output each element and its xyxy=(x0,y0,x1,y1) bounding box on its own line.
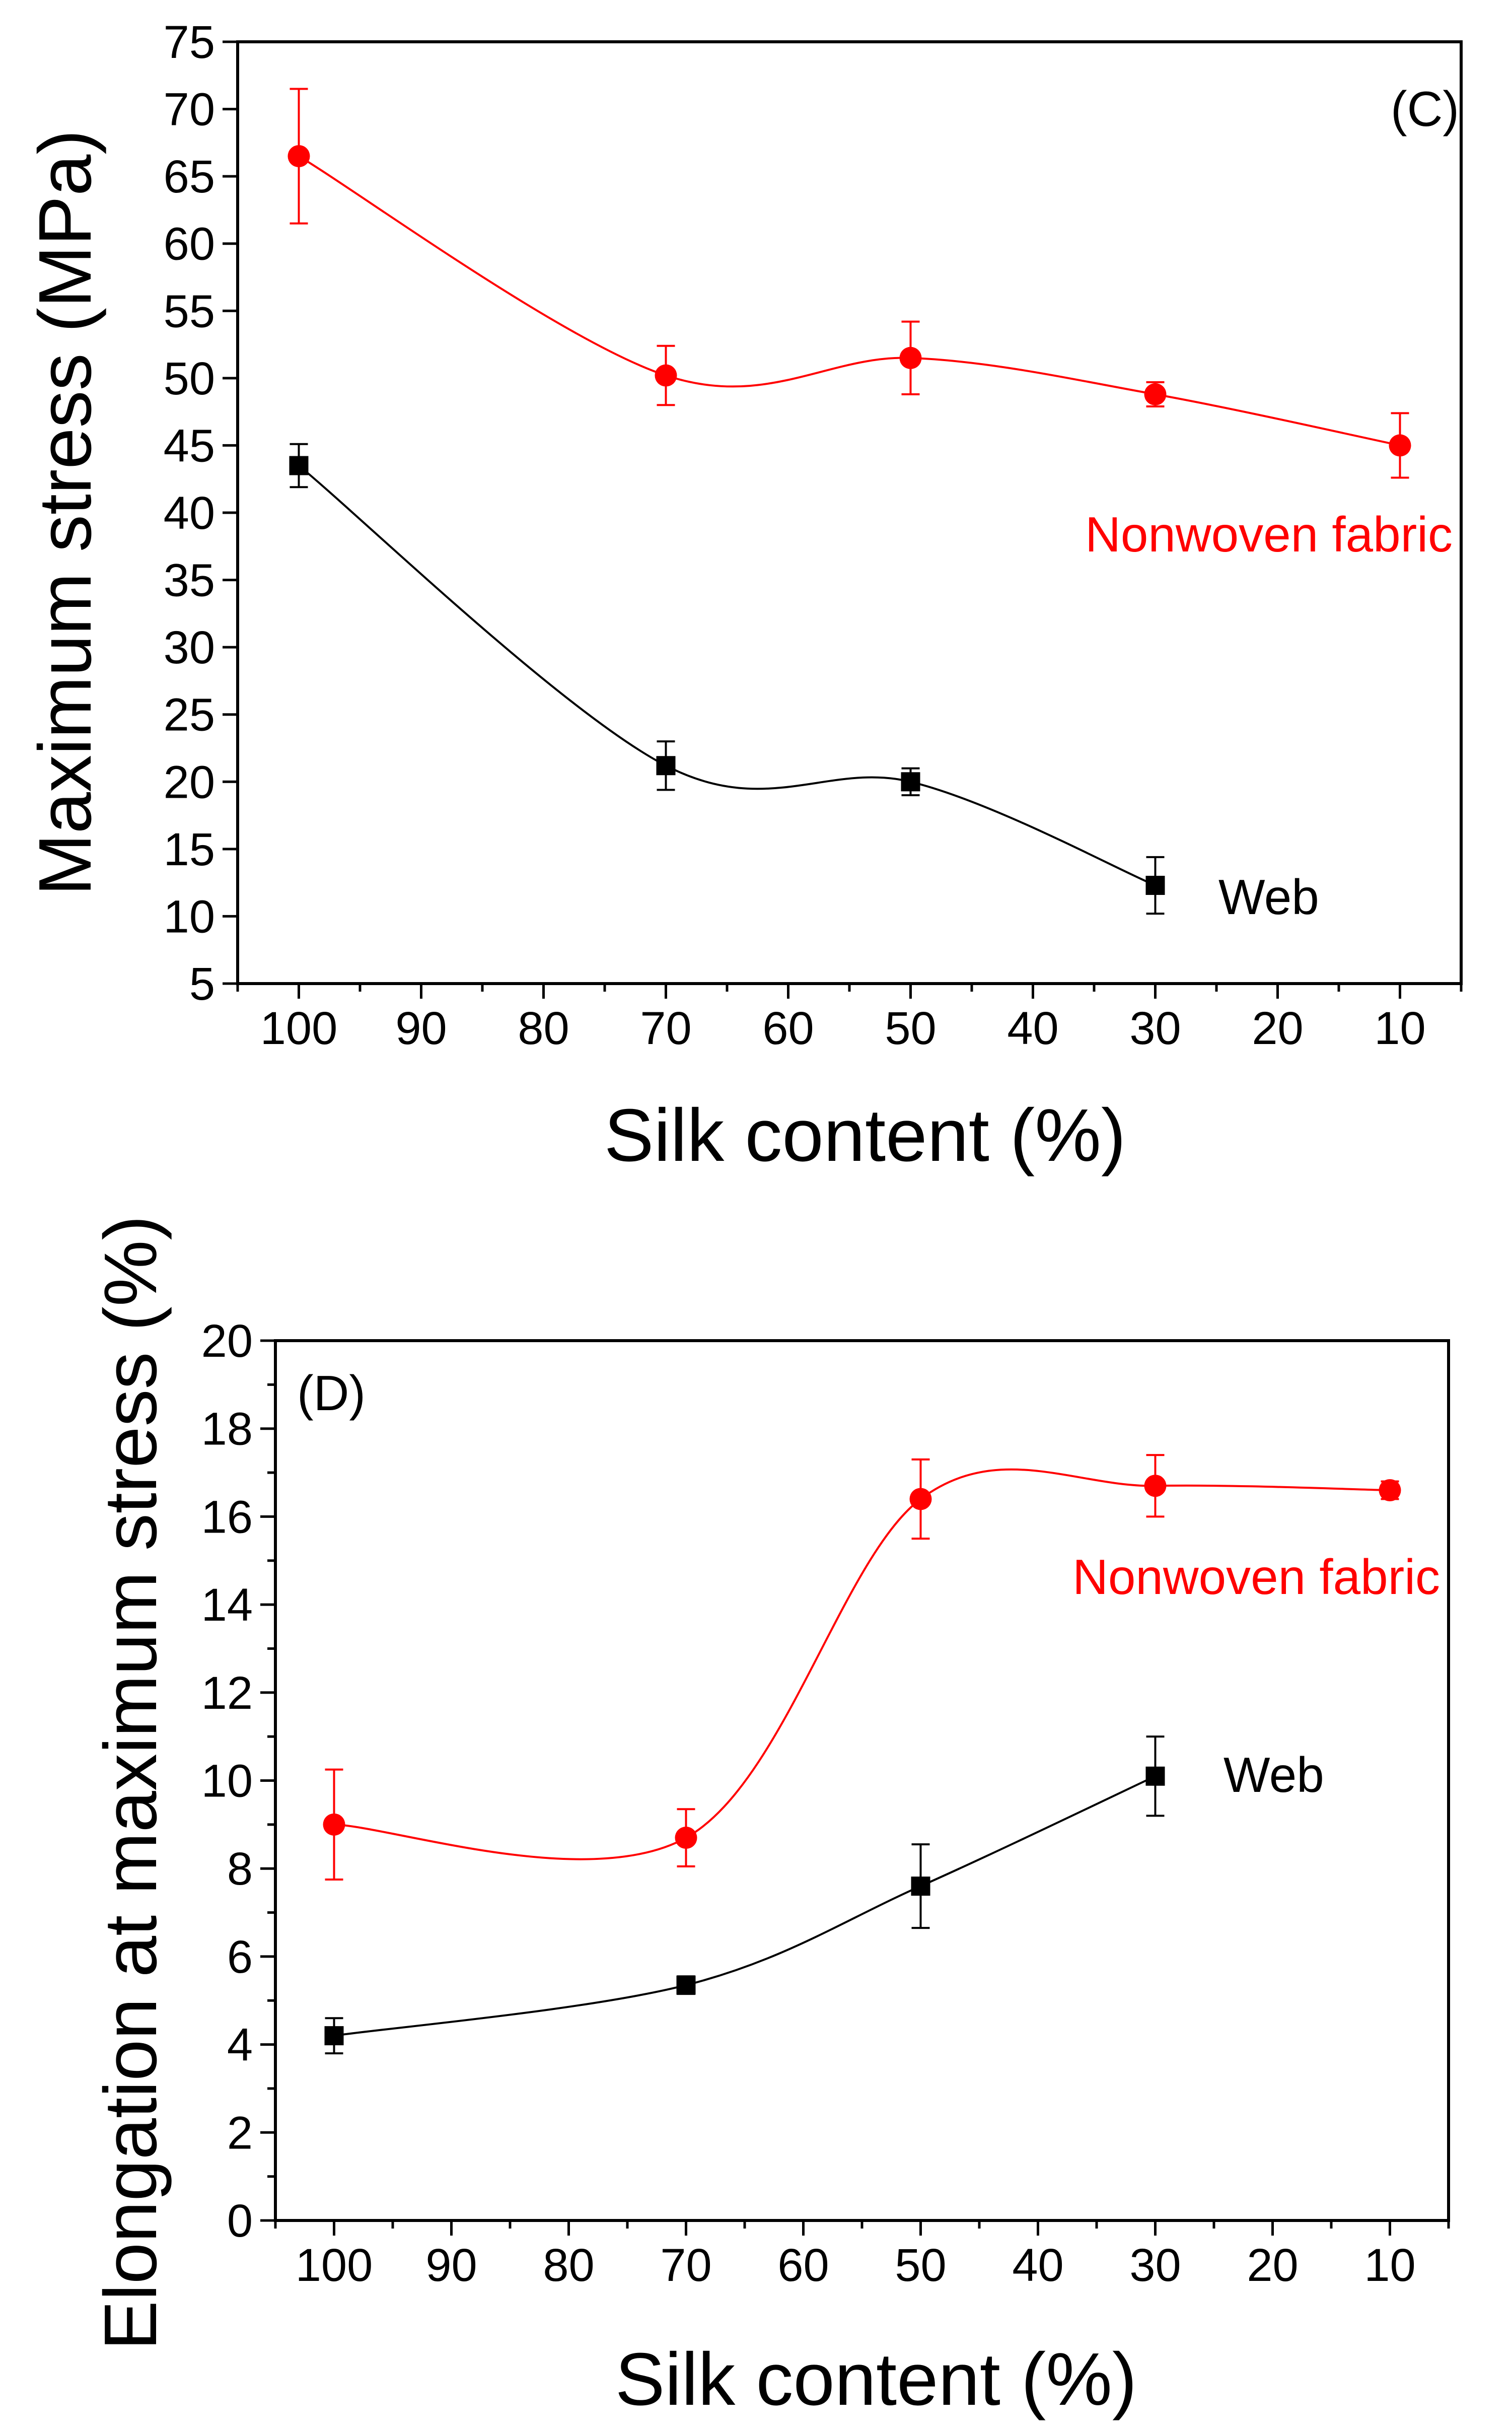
y-tick-label: 10 xyxy=(201,1756,253,1807)
y-tick-label: 20 xyxy=(201,1315,253,1367)
series-curve xyxy=(298,155,1400,447)
x-tick-label: 10 xyxy=(1374,1003,1425,1054)
data-point xyxy=(323,1813,345,1836)
y-tick-label: 2 xyxy=(227,2107,253,2159)
series-curve xyxy=(334,1468,1390,1860)
data-point xyxy=(909,1488,932,1510)
data-point xyxy=(901,772,920,792)
series-label-nonwoven: Nonwoven fabric xyxy=(1085,507,1453,562)
y-axis-title: Elongation at maximum stress (%) xyxy=(89,1215,172,2350)
data-point xyxy=(287,145,310,168)
x-tick-label: 60 xyxy=(762,1003,814,1054)
x-tick-label: 30 xyxy=(1129,2240,1181,2291)
x-axis-title: Silk content (%) xyxy=(615,2338,1137,2421)
x-tick-label: 90 xyxy=(425,2240,477,2291)
x-tick-label: 60 xyxy=(777,2240,829,2291)
x-axis-ticks xyxy=(274,2220,1450,2236)
y-tick-label: 40 xyxy=(164,488,215,539)
fit-curves xyxy=(334,1468,1390,2037)
data-point xyxy=(1144,383,1167,405)
data-markers xyxy=(287,145,1411,895)
y-tick-label: 35 xyxy=(164,555,215,606)
y-axis-ticks xyxy=(223,40,238,985)
x-tick-label: 70 xyxy=(640,1003,691,1054)
x-tick-label: 10 xyxy=(1364,2240,1415,2291)
x-tick-label: 20 xyxy=(1247,2240,1298,2291)
series-curve xyxy=(334,1775,1156,2037)
y-axis-tick-labels: 5 10 15 20 25 30 35 40 45 50 55 60 65 70 75 xyxy=(164,17,215,1010)
data-point xyxy=(911,1877,930,1896)
y-tick-label: 20 xyxy=(164,756,215,808)
panel-c-maximum-stress: 5 10 15 20 25 30 35 40 45 50 55 60 65 70 75 100 90 80 70 6… xyxy=(24,17,1463,1177)
x-tick-label: 100 xyxy=(296,2240,373,2291)
error-bars xyxy=(290,88,1409,915)
y-tick-label: 75 xyxy=(164,17,215,68)
y-tick-label: 18 xyxy=(201,1404,253,1455)
y-tick-label: 55 xyxy=(164,286,215,337)
y-tick-label: 12 xyxy=(201,1667,253,1719)
x-tick-label: 70 xyxy=(660,2240,711,2291)
panel-label: (D) xyxy=(297,1365,366,1421)
x-axis-tick-labels: 100 90 80 70 60 50 40 30 20 10 xyxy=(296,2240,1416,2291)
x-tick-label: 80 xyxy=(518,1003,569,1054)
y-tick-label: 8 xyxy=(227,1843,253,1895)
data-point xyxy=(324,2026,344,2046)
data-point xyxy=(675,1827,697,1849)
y-tick-label: 15 xyxy=(164,824,215,875)
panel-label: (C) xyxy=(1391,81,1459,136)
y-tick-label: 16 xyxy=(201,1491,253,1543)
error-bars xyxy=(325,1454,1399,2055)
data-point xyxy=(676,1975,696,1995)
data-point xyxy=(1145,875,1165,895)
data-point xyxy=(656,756,676,776)
y-tick-label: 5 xyxy=(189,958,215,1010)
y-tick-label: 50 xyxy=(164,353,215,404)
y-axis-ticks xyxy=(260,1339,275,2222)
data-markers xyxy=(323,1475,1401,2046)
y-tick-label: 70 xyxy=(164,84,215,135)
y-tick-label: 65 xyxy=(164,151,215,202)
series-label-nonwoven: Nonwoven fabric xyxy=(1072,1549,1440,1605)
x-tick-label: 100 xyxy=(260,1003,338,1054)
y-tick-label: 0 xyxy=(227,2195,253,2247)
fit-curves xyxy=(298,155,1400,886)
x-tick-label: 80 xyxy=(543,2240,594,2291)
x-axis-ticks xyxy=(236,984,1463,999)
series-label-web: Web xyxy=(1218,869,1319,925)
x-tick-label: 50 xyxy=(895,2240,946,2291)
y-tick-label: 4 xyxy=(227,2020,253,2071)
data-point xyxy=(1389,434,1411,457)
y-axis-tick-labels: 0 2 4 6 8 10 12 14 16 18 20 xyxy=(201,1315,253,2247)
x-tick-label: 30 xyxy=(1129,1003,1181,1054)
x-tick-label: 40 xyxy=(1007,1003,1058,1054)
y-tick-label: 6 xyxy=(227,1931,253,1983)
data-point xyxy=(289,456,309,475)
y-tick-label: 30 xyxy=(164,622,215,673)
series-curve xyxy=(298,464,1156,886)
data-point xyxy=(899,346,922,369)
data-point xyxy=(1144,1475,1167,1497)
y-tick-label: 60 xyxy=(164,219,215,270)
x-axis-title: Silk content (%) xyxy=(604,1094,1126,1177)
y-tick-label: 14 xyxy=(201,1579,253,1631)
x-tick-label: 50 xyxy=(885,1003,936,1054)
series-label-web: Web xyxy=(1223,1747,1324,1802)
x-tick-label: 90 xyxy=(395,1003,447,1054)
x-tick-label: 40 xyxy=(1012,2240,1063,2291)
x-axis-tick-labels: 100 90 80 70 60 50 40 30 20 10 xyxy=(260,1003,1426,1054)
y-axis-title: Maximum stress (MPa) xyxy=(24,129,107,895)
data-point xyxy=(1379,1479,1401,1501)
x-tick-label: 20 xyxy=(1252,1003,1303,1054)
data-point xyxy=(655,364,677,387)
y-tick-label: 25 xyxy=(164,689,215,741)
y-tick-label: 10 xyxy=(164,891,215,942)
data-point xyxy=(1145,1766,1165,1786)
y-tick-label: 45 xyxy=(164,420,215,471)
